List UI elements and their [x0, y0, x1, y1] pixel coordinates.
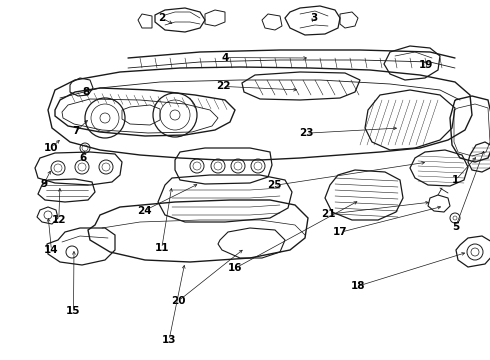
Text: 13: 13	[162, 335, 176, 345]
Text: 9: 9	[41, 179, 48, 189]
Text: 20: 20	[172, 296, 186, 306]
Text: 1: 1	[452, 175, 459, 185]
Circle shape	[100, 113, 110, 123]
Circle shape	[453, 216, 457, 220]
Text: 8: 8	[82, 87, 89, 97]
Text: 15: 15	[66, 306, 81, 316]
Text: 23: 23	[299, 128, 314, 138]
Text: 14: 14	[44, 245, 59, 255]
Text: 18: 18	[350, 281, 365, 291]
Text: 12: 12	[51, 215, 66, 225]
Text: 11: 11	[154, 243, 169, 253]
Text: 7: 7	[72, 126, 80, 136]
Text: 19: 19	[419, 60, 434, 70]
Text: 25: 25	[267, 180, 282, 190]
Text: 10: 10	[44, 143, 59, 153]
Text: 21: 21	[321, 209, 336, 219]
Text: 16: 16	[228, 263, 243, 273]
Text: 6: 6	[80, 153, 87, 163]
Text: 17: 17	[333, 227, 348, 237]
Text: 4: 4	[221, 53, 229, 63]
Text: 22: 22	[216, 81, 230, 91]
Text: 5: 5	[452, 222, 459, 232]
Text: 2: 2	[158, 13, 165, 23]
Text: 3: 3	[310, 13, 317, 23]
Text: 24: 24	[137, 206, 152, 216]
Circle shape	[170, 110, 180, 120]
